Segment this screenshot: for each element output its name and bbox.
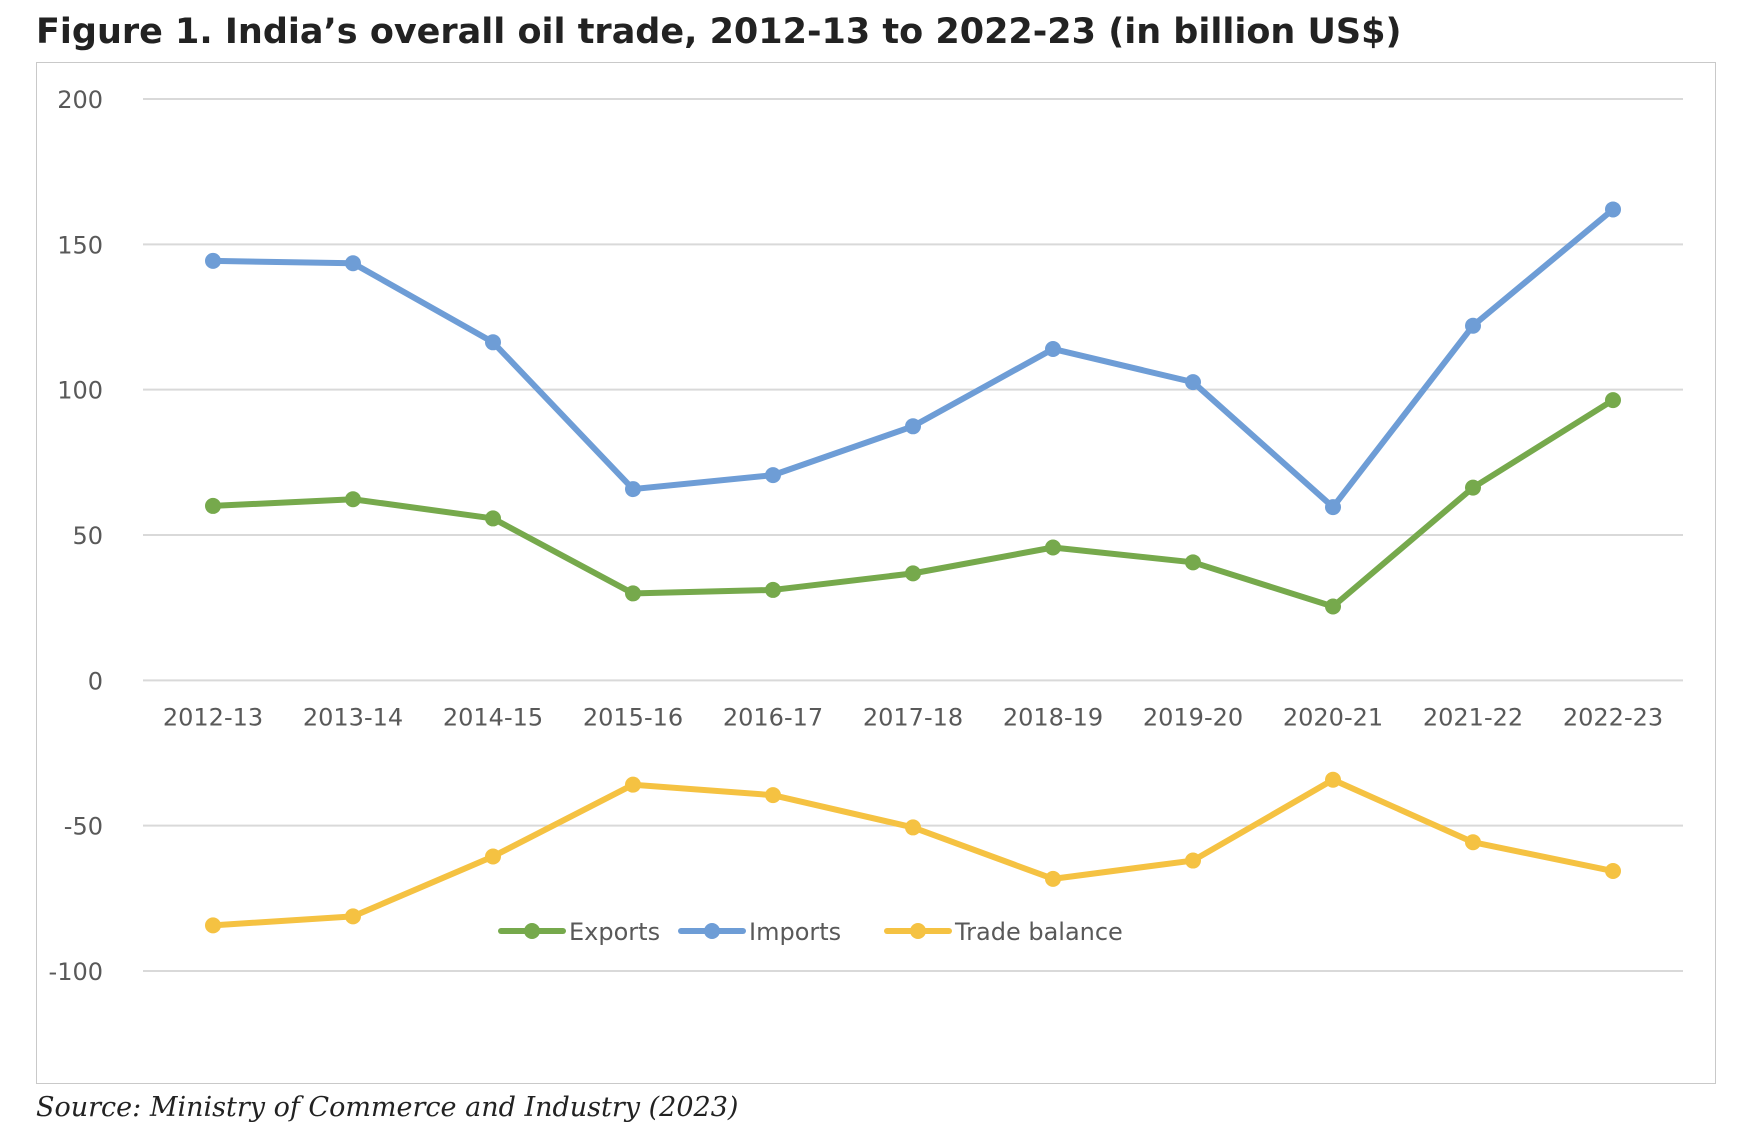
data-point <box>625 776 641 793</box>
data-point <box>765 581 781 598</box>
data-point <box>1465 317 1481 334</box>
data-point <box>205 497 221 514</box>
data-point <box>345 908 361 925</box>
data-point <box>1605 863 1621 880</box>
x-tick-label: 2016-17 <box>723 703 823 731</box>
legend-item: Trade balance <box>884 918 1123 946</box>
y-tick-label: 100 <box>57 377 103 405</box>
data-point <box>765 787 781 804</box>
data-point <box>905 819 921 836</box>
series-trade-balance <box>205 771 1621 934</box>
data-point <box>1325 598 1341 615</box>
series-imports <box>205 201 1621 516</box>
x-axis-tick-labels: 2012-13 2013-14 2014-15 2015-16 2016-17 2017-… <box>163 703 1663 731</box>
y-tick-label: -50 <box>64 813 103 841</box>
data-point <box>485 848 501 865</box>
data-point <box>905 565 921 582</box>
series-line <box>210 206 1616 511</box>
data-point <box>905 418 921 435</box>
data-point <box>485 334 501 351</box>
y-tick-label: 50 <box>72 522 103 550</box>
legend-swatch-marker <box>704 923 720 939</box>
gridlines <box>143 98 1683 972</box>
data-point <box>1185 374 1201 391</box>
oil-trade-line-chart: 200 150 100 50 0 -50 -100 2012-13 2013-14 2014-1… <box>49 86 1683 986</box>
series-lines <box>205 201 1621 934</box>
data-point <box>1045 870 1061 887</box>
legend-label: Imports <box>749 918 841 946</box>
data-point <box>485 510 501 527</box>
legend-item: Imports <box>678 918 841 946</box>
data-point <box>1605 392 1621 409</box>
x-tick-label: 2020-21 <box>1283 703 1383 731</box>
data-point <box>1185 554 1201 571</box>
legend-swatch-marker <box>524 923 540 939</box>
y-tick-label: 200 <box>57 86 103 114</box>
y-tick-label: 0 <box>88 667 103 695</box>
legend: Exports Imports Trade balance <box>498 918 1123 946</box>
data-point <box>1465 479 1481 496</box>
legend-label: Exports <box>569 918 660 946</box>
chart-frame: 200 150 100 50 0 -50 -100 2012-13 2013-14 2014-1… <box>36 62 1716 1084</box>
y-tick-label: -100 <box>49 958 103 986</box>
data-point <box>765 467 781 484</box>
data-point <box>1045 340 1061 357</box>
data-point <box>1045 539 1061 556</box>
data-point <box>205 917 221 934</box>
data-point <box>625 585 641 602</box>
data-point <box>625 481 641 498</box>
data-point <box>1465 834 1481 851</box>
x-tick-label: 2021-22 <box>1423 703 1523 731</box>
x-tick-label: 2017-18 <box>863 703 963 731</box>
x-tick-label: 2013-14 <box>303 703 403 731</box>
legend-item: Exports <box>498 918 660 946</box>
data-point <box>1325 499 1341 516</box>
data-point <box>1605 201 1621 218</box>
y-tick-label: 150 <box>57 231 103 259</box>
data-point <box>205 252 221 269</box>
source-note: Source: Ministry of Commerce and Industr… <box>36 1092 739 1123</box>
series-exports <box>205 392 1621 615</box>
data-point <box>345 491 361 508</box>
x-tick-label: 2022-23 <box>1563 703 1663 731</box>
x-tick-label: 2019-20 <box>1143 703 1243 731</box>
data-point <box>1185 852 1201 869</box>
data-point <box>345 255 361 272</box>
x-tick-label: 2015-16 <box>583 703 683 731</box>
x-tick-label: 2014-15 <box>443 703 543 731</box>
x-tick-label: 2012-13 <box>163 703 263 731</box>
series-line <box>210 776 1616 929</box>
figure-title: Figure 1. India’s overall oil trade, 201… <box>36 12 1402 52</box>
data-point <box>1325 771 1341 788</box>
y-axis-tick-labels: 200 150 100 50 0 -50 -100 <box>49 86 103 986</box>
x-tick-label: 2018-19 <box>1003 703 1103 731</box>
legend-swatch-marker <box>910 923 926 939</box>
legend-label: Trade balance <box>954 918 1123 946</box>
